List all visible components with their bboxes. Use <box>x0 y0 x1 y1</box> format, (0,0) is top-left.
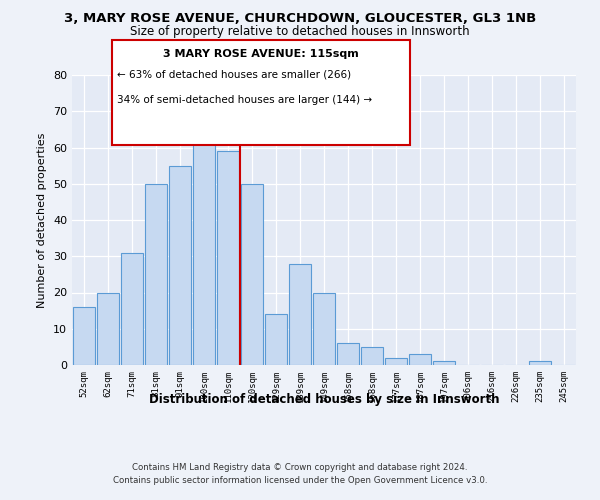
Bar <box>529 362 551 365</box>
Bar <box>73 307 95 365</box>
Text: Distribution of detached houses by size in Innsworth: Distribution of detached houses by size … <box>149 392 499 406</box>
Bar <box>433 362 455 365</box>
Text: Contains HM Land Registry data © Crown copyright and database right 2024.: Contains HM Land Registry data © Crown c… <box>132 462 468 471</box>
Bar <box>289 264 311 365</box>
Bar <box>409 354 431 365</box>
Text: 3 MARY ROSE AVENUE: 115sqm: 3 MARY ROSE AVENUE: 115sqm <box>163 49 359 59</box>
Bar <box>265 314 287 365</box>
Bar <box>121 252 143 365</box>
Bar <box>193 136 215 365</box>
Bar <box>217 151 239 365</box>
Text: 3, MARY ROSE AVENUE, CHURCHDOWN, GLOUCESTER, GL3 1NB: 3, MARY ROSE AVENUE, CHURCHDOWN, GLOUCES… <box>64 12 536 26</box>
Text: Size of property relative to detached houses in Innsworth: Size of property relative to detached ho… <box>130 25 470 38</box>
FancyBboxPatch shape <box>112 40 410 144</box>
Text: 34% of semi-detached houses are larger (144) →: 34% of semi-detached houses are larger (… <box>118 96 373 106</box>
Text: Contains public sector information licensed under the Open Government Licence v3: Contains public sector information licen… <box>113 476 487 485</box>
Bar <box>169 166 191 365</box>
Bar <box>145 184 167 365</box>
Bar <box>97 292 119 365</box>
Y-axis label: Number of detached properties: Number of detached properties <box>37 132 47 308</box>
Text: ← 63% of detached houses are smaller (266): ← 63% of detached houses are smaller (26… <box>118 69 352 79</box>
Bar <box>241 184 263 365</box>
Bar <box>361 347 383 365</box>
Bar <box>337 343 359 365</box>
Bar <box>385 358 407 365</box>
Bar <box>313 292 335 365</box>
